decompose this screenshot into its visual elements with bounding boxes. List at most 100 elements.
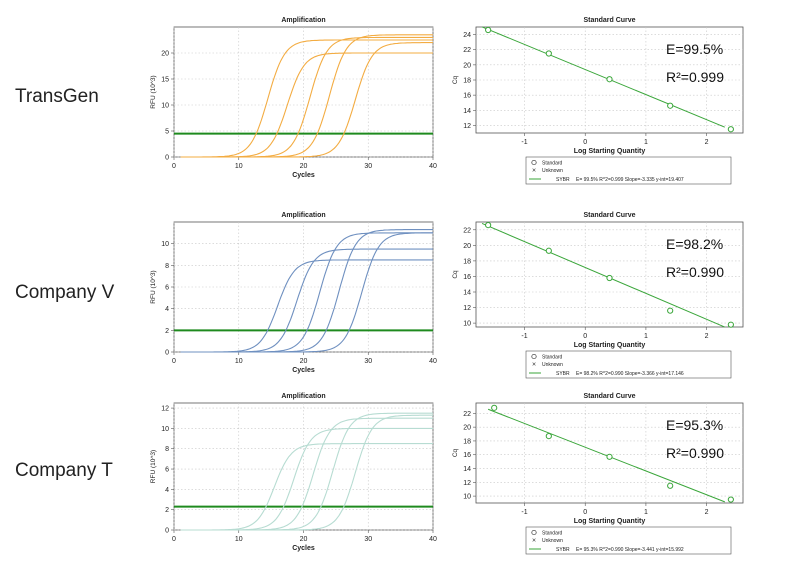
standard-curve-ytick-label: 14: [463, 466, 471, 473]
standard-curve-ylabel: Cq: [452, 448, 459, 457]
standard-curve-title: Standard Curve: [583, 17, 635, 24]
amplification-ytick-label: 2: [165, 328, 169, 335]
amplification-ytick-label: 15: [161, 77, 169, 84]
amplification-xlabel: Cycles: [292, 172, 315, 179]
amplification-chart-0: 0 10 20 30 40 0 5 10 15 20 Amplification Cycles RFU …: [150, 17, 437, 179]
amplification-ytick-label: 0: [165, 350, 169, 357]
standard-curve-ytick-label: 16: [463, 274, 471, 281]
standard-curve-ytick-label: 18: [463, 438, 471, 445]
amplification-xtick-label: 40: [429, 536, 437, 543]
standard-curve-ytick-label: 16: [463, 93, 471, 100]
amplification-title: Amplification: [281, 393, 325, 400]
standard-curve-ytick-label: 24: [463, 32, 471, 39]
standard-curve-xtick-label: 0: [583, 333, 587, 340]
legend-standard-marker: [531, 159, 537, 166]
standard-curve-ylabel: Cq: [452, 270, 459, 279]
fit-line: [487, 408, 725, 503]
amplification-xtick-label: 40: [429, 163, 437, 170]
standard-point: [485, 222, 492, 229]
amplification-ytick-label: 10: [161, 103, 169, 110]
amplification-ytick-label: 4: [165, 487, 169, 494]
amplification-xtick-label: 10: [235, 163, 243, 170]
standard-curve-ytick-label: 14: [463, 290, 471, 297]
standard-curve-ytick-label: 20: [463, 243, 471, 250]
standard-curve-xlabel: Log Starting Quantity: [574, 342, 646, 349]
standard-curve-ytick-label: 14: [463, 108, 471, 115]
amplification-xtick-label: 0: [172, 358, 176, 365]
amplification-xtick-label: 30: [364, 163, 372, 170]
standard-curve-xtick-label: -1: [521, 509, 527, 516]
standard-curve-ytick-label: 22: [463, 227, 471, 234]
efficiency-annotation: E=99.5%: [666, 41, 723, 57]
legend-standard-marker: [531, 353, 537, 360]
amplification-xtick-label: 30: [364, 358, 372, 365]
standard-point: [727, 321, 734, 328]
standard-point: [491, 404, 498, 411]
efficiency-annotation: E=98.2%: [666, 236, 723, 252]
amplification-ytick-label: 0: [165, 155, 169, 162]
amplification-curve: [180, 232, 433, 353]
standard-point: [727, 126, 734, 133]
standard-point: [545, 247, 552, 254]
amplification-xtick-label: 40: [429, 358, 437, 365]
standard-curve-xtick-label: -1: [521, 333, 527, 340]
standard-point: [606, 76, 613, 83]
amplification-ytick-label: 0: [165, 528, 169, 535]
standard-curve-ytick-label: 22: [463, 411, 471, 418]
legend-box: [525, 526, 732, 555]
legend-unknown-label: Unknown: [542, 168, 563, 174]
legend-unknown-marker: ×: [532, 168, 536, 175]
amplification-plot-area: [173, 26, 434, 158]
standard-curve-ytick-label: 20: [463, 62, 471, 69]
row-label-transgen: TransGen: [15, 86, 99, 107]
fit-line: [481, 222, 725, 328]
standard-curve-xtick-label: 0: [583, 139, 587, 146]
standard-curve-ytick-label: 12: [463, 305, 471, 312]
standard-point: [545, 50, 552, 57]
standard-point: [727, 496, 734, 503]
amplification-ytick-label: 10: [161, 241, 169, 248]
row-label-company-v: Company V: [15, 282, 115, 303]
standard-point: [606, 274, 613, 282]
standard-curve-ytick-label: 16: [463, 452, 471, 459]
amplification-chart-1: 0 10 20 30 40 0 2 4 6 8 10 Amplification Cycles RFU (…: [150, 212, 437, 374]
amplification-ytick-label: 10: [161, 426, 169, 433]
amplification-xtick-label: 20: [300, 536, 308, 543]
r-squared-annotation: R²=0.990: [666, 264, 724, 280]
standard-point: [667, 102, 674, 109]
r-squared-annotation: R²=0.999: [666, 69, 724, 85]
amplification-xlabel: Cycles: [292, 367, 315, 374]
amplification-ytick-label: 5: [165, 129, 169, 136]
standard-curve-ylabel: Cq: [452, 75, 459, 84]
standard-curve-xtick-label: 2: [705, 333, 709, 340]
amplification-ytick-label: 2: [165, 507, 169, 514]
amplification-xtick-label: 0: [172, 536, 176, 543]
standard-curve-ytick-label: 20: [463, 425, 471, 432]
amplification-ytick-label: 20: [161, 51, 169, 58]
standard-curve-xtick-label: 0: [583, 509, 587, 516]
standard-curve-xtick-label: 2: [705, 509, 709, 516]
amplification-ytick-label: 8: [165, 446, 169, 453]
legend-box: [525, 156, 732, 185]
amplification-curve: [180, 414, 433, 531]
standard-curve-xtick-label: 1: [644, 139, 648, 146]
legend-unknown-label: Unknown: [542, 538, 563, 544]
legend-sybr-label: SYBR: [556, 547, 570, 553]
standard-curve-title: Standard Curve: [583, 212, 635, 219]
amplification-title: Amplification: [281, 212, 325, 219]
amplification-xtick-label: 10: [235, 536, 243, 543]
legend-stats: E= 98.2% R^2=0.990 Slope=-3.366 y-int=17…: [576, 371, 684, 377]
standard-curve-ytick-label: 10: [463, 494, 471, 501]
standard-curve-ytick-label: 22: [463, 47, 471, 54]
legend-sybr-label: SYBR: [556, 177, 570, 183]
standard-curve-ytick-label: 12: [463, 480, 471, 487]
efficiency-annotation: E=95.3%: [666, 417, 723, 433]
legend-standard-label: Standard: [542, 161, 563, 167]
legend-sybr-label: SYBR: [556, 371, 570, 377]
standard-point: [667, 307, 674, 314]
standard-curve-ytick-label: 10: [463, 321, 471, 328]
amplification-xtick-label: 0: [172, 163, 176, 170]
standard-curve-xtick-label: 1: [644, 333, 648, 340]
